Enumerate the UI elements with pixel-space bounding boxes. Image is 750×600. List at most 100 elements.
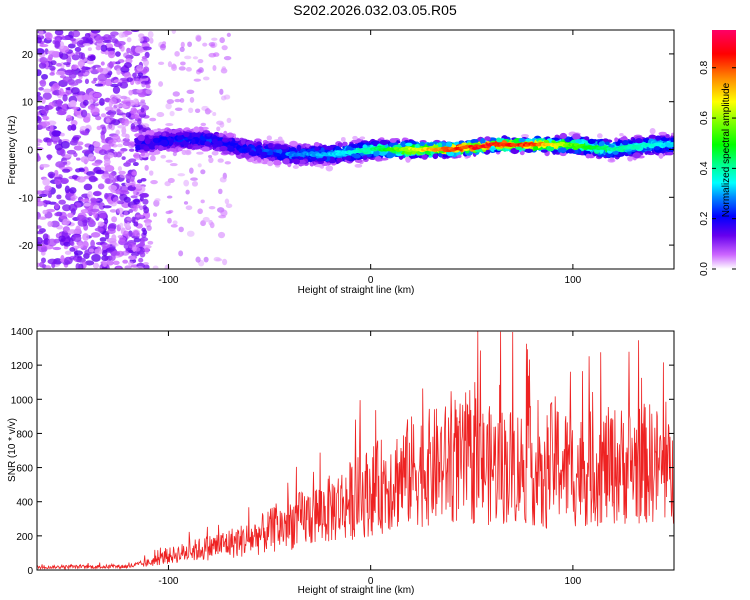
spectrogram-cell xyxy=(82,43,91,47)
spectrogram-cell xyxy=(217,231,226,239)
spectrogram-cell xyxy=(90,232,101,238)
spectrogram-cell xyxy=(169,162,178,167)
spectrogram-cell xyxy=(373,149,380,157)
spectrogram-cell xyxy=(200,122,207,127)
spectrogram-cell xyxy=(58,199,66,205)
spectrogram-cell xyxy=(240,138,246,145)
spectrogram-cell xyxy=(147,31,154,38)
spectrogram-cell xyxy=(144,164,149,171)
spectrogram-cell xyxy=(296,144,302,152)
spectrogram-cell xyxy=(178,226,184,233)
spectrogram-cell xyxy=(39,79,47,87)
spectrogram-cell xyxy=(56,62,62,67)
spectrogram-cell xyxy=(38,86,44,91)
spectrogram-cell xyxy=(101,255,109,262)
spectrogram-cell xyxy=(75,157,81,161)
spectrogram-cell xyxy=(139,251,146,258)
spectrogram-cell xyxy=(174,98,181,103)
spectrogram-cell xyxy=(142,198,149,205)
spectrogram-cell xyxy=(42,178,51,186)
y-tick-label: 1400 xyxy=(11,327,34,338)
spectrogram-cell xyxy=(94,248,103,255)
spectrogram-cell xyxy=(200,199,205,204)
spectrogram-cell xyxy=(314,146,320,151)
spectrogram-cell xyxy=(189,167,194,174)
spectrogram-cell xyxy=(88,153,95,161)
spectrogram-cell xyxy=(83,202,91,207)
spectrogram-cell xyxy=(62,204,71,212)
spectrogram-cell xyxy=(123,210,129,216)
spectrogram-cell xyxy=(119,222,124,229)
spectrogram-cell xyxy=(234,137,240,142)
spectrogram-cell xyxy=(147,240,154,245)
spectrogram-cell xyxy=(66,114,73,122)
spectrogram-cell xyxy=(123,72,132,79)
spectrogram-cell xyxy=(587,138,596,145)
spectrogram-cell xyxy=(189,96,195,103)
spectrogram-cell xyxy=(56,110,67,116)
spectrogram-cell xyxy=(225,203,233,209)
spectrogram-cell xyxy=(59,41,65,50)
spectrogram-cell xyxy=(63,241,71,247)
spectrogram-cell xyxy=(130,30,140,33)
x-tick-label: 0 xyxy=(368,275,374,286)
spectrogram-cell xyxy=(144,137,151,145)
spectrogram-cell xyxy=(215,147,221,152)
spectrogram-cell xyxy=(45,208,56,213)
spectrogram-cell xyxy=(135,144,142,151)
spectrogram-cell xyxy=(70,124,77,131)
x-tick-label: -100 xyxy=(158,576,178,587)
spectrogram-cell xyxy=(480,138,486,145)
spectrogram-cell xyxy=(127,141,136,149)
spectrogram-cell xyxy=(101,243,110,249)
spectrogram-cell xyxy=(101,266,108,269)
spectrogram-cell xyxy=(60,132,65,137)
spectrogram-cell xyxy=(115,104,124,108)
spectrogram-cell xyxy=(421,154,428,160)
spectrogram-cell xyxy=(55,161,66,168)
spectrogram-cell xyxy=(100,132,106,141)
spectrogram-cell xyxy=(101,249,108,257)
spectrogram-cell xyxy=(614,137,619,142)
spectrogram-cell xyxy=(41,189,51,196)
spectrogram-cell xyxy=(121,126,127,135)
spectrogram-cell xyxy=(51,130,62,137)
spectrogram-cell xyxy=(426,142,434,147)
spectrogram-cell xyxy=(186,89,195,94)
spectrogram-cell xyxy=(112,260,120,265)
spectrogram-cell xyxy=(93,210,98,219)
y-tick-label: 800 xyxy=(16,429,33,440)
spectrogram-cell xyxy=(125,160,132,165)
spectrogram-cell xyxy=(136,179,143,184)
spectrogram-cell xyxy=(400,141,407,148)
spectrogram-cell xyxy=(37,230,44,235)
y-tick-label: 0 xyxy=(27,146,33,157)
spectrogram-cell xyxy=(94,35,104,44)
spectrogram-cell xyxy=(68,203,78,212)
spectrogram-cell xyxy=(116,143,123,148)
spectrogram-cell xyxy=(524,138,533,142)
spectrogram-cell xyxy=(37,225,42,229)
spectrogram-cell xyxy=(653,145,661,151)
spectrogram-cell xyxy=(99,213,107,219)
spectrogram-cell xyxy=(37,196,41,203)
spectrogram-cell xyxy=(489,147,497,151)
spectrogram-cell xyxy=(111,234,117,242)
spectrogram-cell xyxy=(102,40,112,44)
spectrogram-cell xyxy=(174,107,183,111)
spectrogram-cell xyxy=(159,43,166,51)
spectrogram-cell xyxy=(212,65,217,71)
spectrogram-cell xyxy=(202,42,208,47)
spectrogram-cell xyxy=(172,91,180,97)
spectrogram-cell xyxy=(126,37,132,43)
spectrogram-cell xyxy=(191,181,199,187)
spectrogram-cell xyxy=(618,152,625,157)
spectrogram-cell xyxy=(121,156,126,161)
spectrogram-cell xyxy=(379,139,389,145)
spectrogram-cell xyxy=(145,88,153,95)
spectrogram-cell xyxy=(658,152,664,159)
spectrogram-cell xyxy=(568,148,574,154)
spectrogram-cell xyxy=(70,241,75,247)
spectrogram-cell xyxy=(345,155,351,161)
spectrogram-cell xyxy=(115,61,121,65)
